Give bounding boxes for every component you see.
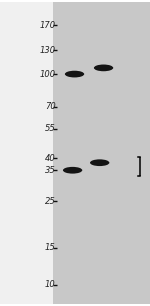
Text: 35: 35 bbox=[45, 166, 56, 175]
Text: 70: 70 bbox=[45, 102, 56, 111]
Text: 25: 25 bbox=[45, 196, 56, 206]
Text: 55: 55 bbox=[45, 124, 56, 133]
Text: 130: 130 bbox=[39, 46, 56, 54]
Text: 100: 100 bbox=[39, 69, 56, 79]
Ellipse shape bbox=[65, 71, 84, 77]
Bar bbox=[53, 2, 150, 304]
Text: 10: 10 bbox=[45, 281, 56, 289]
Ellipse shape bbox=[63, 167, 82, 174]
Text: 40: 40 bbox=[45, 154, 56, 162]
Text: 15: 15 bbox=[45, 243, 56, 252]
Ellipse shape bbox=[94, 65, 113, 71]
Bar bbox=[0, 2, 53, 304]
Text: 170: 170 bbox=[39, 21, 56, 30]
Ellipse shape bbox=[90, 159, 109, 166]
